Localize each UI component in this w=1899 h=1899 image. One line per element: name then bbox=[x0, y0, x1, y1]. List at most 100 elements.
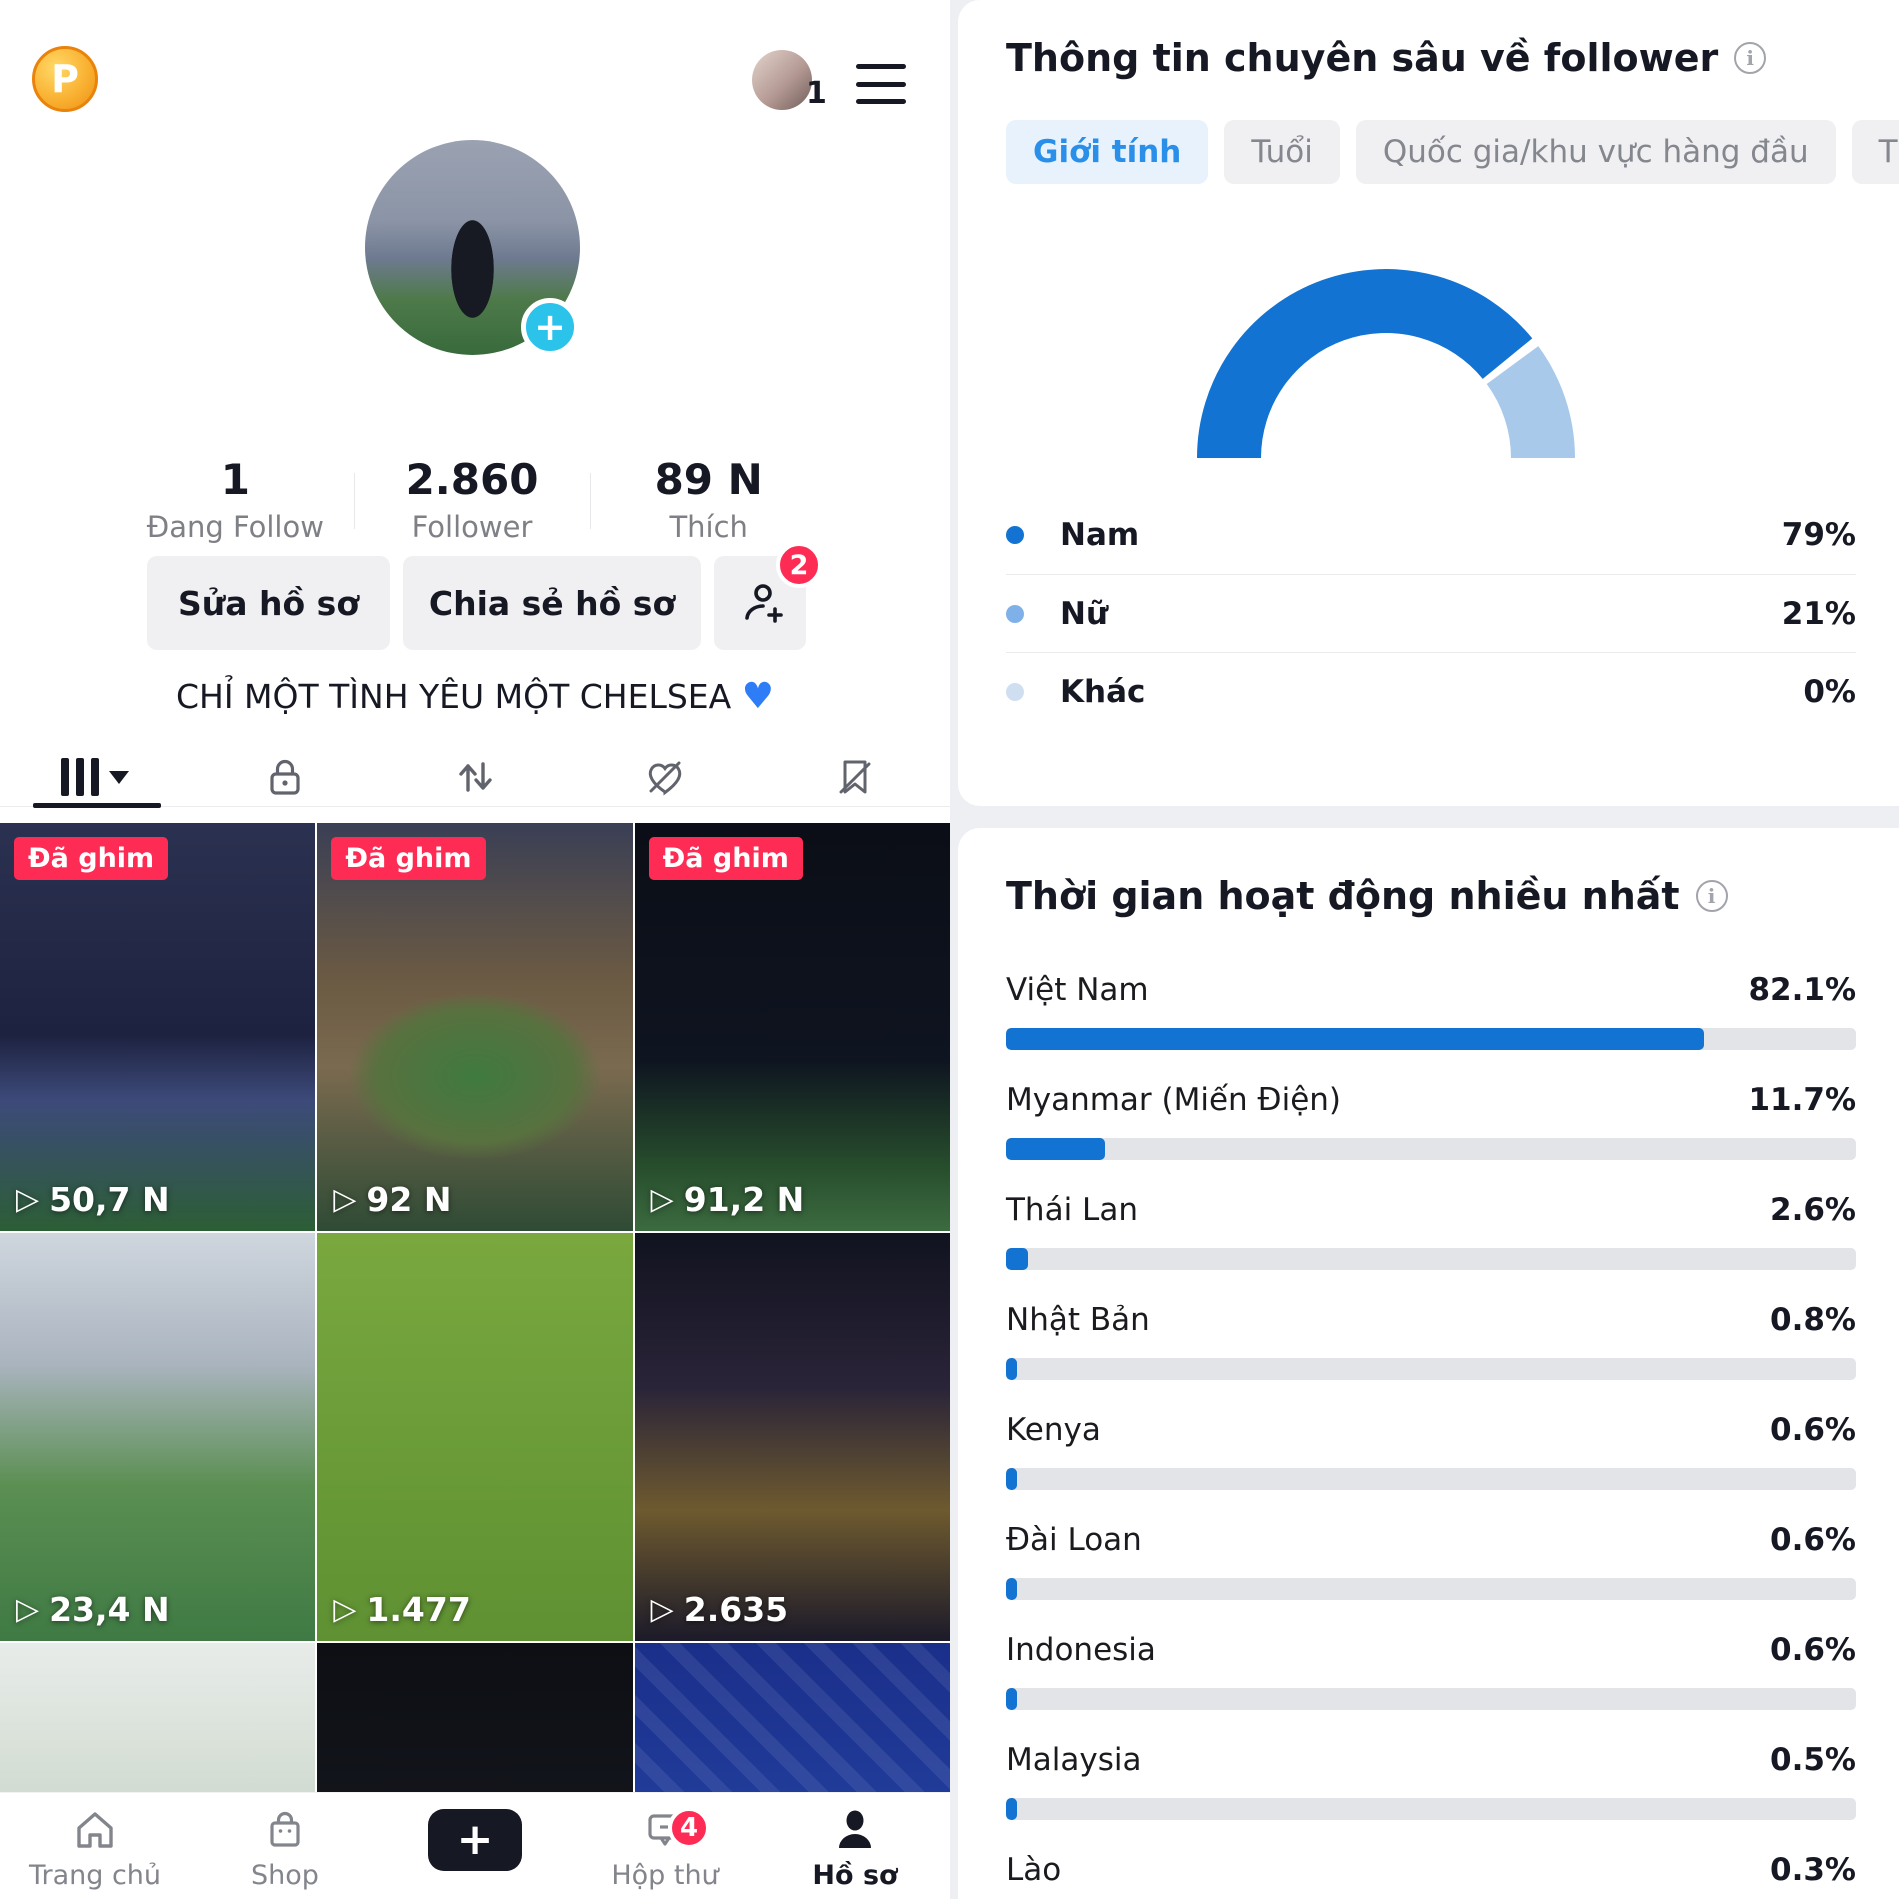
follower-label: Follower bbox=[411, 510, 533, 544]
legend-row-nam: Nam 79% bbox=[1006, 496, 1856, 574]
likes-label: Thích bbox=[669, 510, 748, 544]
tab-liked[interactable] bbox=[570, 746, 760, 808]
friend-requests-badge: 2 bbox=[776, 542, 822, 588]
stat-following[interactable]: 1 Đang Follow bbox=[117, 455, 354, 544]
active-time-title: Thời gian hoạt động nhiều nhất bbox=[1006, 874, 1680, 918]
video-thumbnail[interactable]: Đã ghim ▷ 50,7 N bbox=[0, 823, 316, 1231]
bar-track bbox=[1006, 1138, 1856, 1160]
profile-icon bbox=[839, 1810, 871, 1848]
nav-shop-label: Shop bbox=[251, 1860, 319, 1891]
add-friends-button[interactable]: 2 bbox=[714, 542, 822, 650]
bar-track bbox=[1006, 1578, 1856, 1600]
add-story-icon[interactable]: + bbox=[521, 298, 579, 356]
menu-icon[interactable] bbox=[856, 64, 906, 104]
video-thumbnail[interactable] bbox=[634, 1643, 950, 1792]
profile-stats: 1 Đang Follow 2.860 Follower 89 N Thích bbox=[117, 455, 827, 544]
video-thumbnail[interactable]: ▷ 23,4 N bbox=[0, 1233, 316, 1641]
bar-fill bbox=[1006, 1358, 1018, 1380]
legend-dot bbox=[1006, 526, 1024, 544]
video-thumbnail[interactable]: ▷ 2.635 bbox=[634, 1233, 950, 1641]
plus-icon: + bbox=[534, 305, 566, 349]
tab-top-cities[interactable]: Thàn bbox=[1851, 120, 1899, 184]
nav-create[interactable]: + bbox=[380, 1793, 570, 1899]
active-time-card: Thời gian hoạt động nhiều nhất i Việt Na… bbox=[958, 828, 1899, 1899]
nav-inbox[interactable]: 4 Hộp thư bbox=[570, 1793, 760, 1899]
play-icon: ▷ bbox=[333, 1592, 357, 1627]
heart-slash-icon bbox=[648, 761, 682, 796]
bar-fill bbox=[1006, 1028, 1704, 1050]
lock-icon bbox=[270, 759, 300, 795]
home-icon bbox=[77, 1812, 113, 1848]
profile-bio: CHỈ MỘT TÌNH YÊU MỘT CHELSEA ♥ bbox=[175, 676, 775, 717]
blue-heart-icon: ♥ bbox=[741, 676, 775, 717]
insights-title: Thông tin chuyên sâu về follower bbox=[1006, 36, 1719, 80]
nav-profile-label: Hồ sơ bbox=[812, 1860, 898, 1891]
stat-followers[interactable]: 2.860 Follower bbox=[353, 455, 591, 544]
header-avatar[interactable] bbox=[752, 50, 812, 110]
country-row-thailand: Thái Lan 2.6% bbox=[1006, 1192, 1856, 1270]
inbox-badge: 4 bbox=[668, 1807, 710, 1849]
tab-age[interactable]: Tuổi bbox=[1224, 120, 1340, 184]
bar-track bbox=[1006, 1028, 1856, 1050]
country-bars: Việt Nam 82.1% Myanmar (Miến Điện) 11.7% T… bbox=[1006, 972, 1856, 1899]
video-thumbnail[interactable]: ▷ 1.477 bbox=[317, 1233, 633, 1641]
share-profile-button[interactable]: Chia sẻ hồ sơ bbox=[403, 556, 701, 650]
nav-inbox-label: Hộp thư bbox=[611, 1860, 719, 1891]
bar-track bbox=[1006, 1248, 1856, 1270]
gender-insights-card: Thông tin chuyên sâu về follower i Giới … bbox=[958, 0, 1899, 806]
tab-gender[interactable]: Giới tính bbox=[1006, 120, 1209, 184]
info-icon[interactable]: i bbox=[1734, 42, 1767, 74]
tab-top-countries[interactable]: Quốc gia/khu vực hàng đầu bbox=[1355, 120, 1836, 184]
country-row-vietnam: Việt Nam 82.1% bbox=[1006, 972, 1856, 1050]
tab-private-videos[interactable] bbox=[190, 746, 380, 808]
country-row-japan: Nhật Bản 0.8% bbox=[1006, 1302, 1856, 1380]
header-avatar-count: 1 bbox=[806, 76, 827, 111]
nav-shop[interactable]: Shop bbox=[190, 1793, 380, 1899]
stat-likes[interactable]: 89 N Thích bbox=[590, 455, 827, 544]
view-count: ▷ 23,4 N bbox=[16, 1590, 170, 1629]
video-thumbnail[interactable]: Đã ghim ▷ 92 N bbox=[317, 823, 633, 1231]
view-count: ▷ 50,7 N bbox=[16, 1180, 170, 1219]
country-row-laos: Lào 0.3% bbox=[1006, 1852, 1856, 1888]
gender-legend: Nam 79% Nữ 21% Khác 0% bbox=[1006, 496, 1856, 730]
following-count: 1 bbox=[220, 455, 250, 504]
active-tab-indicator bbox=[33, 803, 161, 808]
nav-home[interactable]: Trang chủ bbox=[0, 1793, 190, 1899]
view-count: ▷ 2.635 bbox=[650, 1590, 789, 1629]
legend-dot bbox=[1006, 682, 1024, 701]
play-icon: ▷ bbox=[16, 1592, 40, 1627]
country-row-taiwan: Đài Loan 0.6% bbox=[1006, 1522, 1856, 1600]
view-count: ▷ 91,2 N bbox=[650, 1180, 805, 1219]
video-thumbnail[interactable] bbox=[317, 1643, 633, 1792]
info-icon[interactable]: i bbox=[1695, 880, 1728, 912]
play-icon: ▷ bbox=[650, 1182, 674, 1217]
follower-insights-screen: Thông tin chuyên sâu về follower i Giới … bbox=[950, 0, 1899, 1899]
tab-favorites[interactable] bbox=[760, 746, 950, 808]
following-label: Đang Follow bbox=[146, 510, 324, 544]
bar-track bbox=[1006, 1798, 1856, 1820]
tab-videos-grid[interactable] bbox=[0, 746, 190, 808]
legend-row-nu: Nữ 21% bbox=[1006, 574, 1856, 652]
bar-fill bbox=[1006, 1138, 1106, 1160]
video-thumbnail[interactable]: Đã ghim ▷ 91,2 N bbox=[634, 823, 950, 1231]
grid-icon bbox=[61, 758, 99, 796]
coin-icon[interactable]: P bbox=[32, 46, 98, 112]
bottom-nav: Trang chủ Shop + 4 Hộp thư Hồ sơ bbox=[0, 1792, 950, 1899]
play-icon: ▷ bbox=[16, 1182, 40, 1217]
nav-home-label: Trang chủ bbox=[28, 1860, 162, 1891]
plus-icon: + bbox=[456, 1814, 494, 1865]
nav-profile[interactable]: Hồ sơ bbox=[760, 1793, 950, 1899]
bar-track bbox=[1006, 1688, 1856, 1710]
pinned-badge: Đã ghim bbox=[14, 837, 169, 880]
bookmark-slash-icon bbox=[839, 760, 871, 794]
bar-fill bbox=[1006, 1468, 1018, 1490]
bar-fill bbox=[1006, 1578, 1018, 1600]
edit-profile-button[interactable]: Sửa hồ sơ bbox=[147, 556, 390, 650]
follower-count: 2.860 bbox=[405, 455, 539, 504]
view-count: ▷ 1.477 bbox=[333, 1590, 471, 1629]
video-thumbnail[interactable] bbox=[0, 1643, 316, 1792]
bar-fill bbox=[1006, 1798, 1018, 1820]
tabs-divider bbox=[0, 806, 950, 807]
tab-reposts[interactable] bbox=[380, 746, 570, 808]
bar-fill bbox=[1006, 1248, 1029, 1270]
